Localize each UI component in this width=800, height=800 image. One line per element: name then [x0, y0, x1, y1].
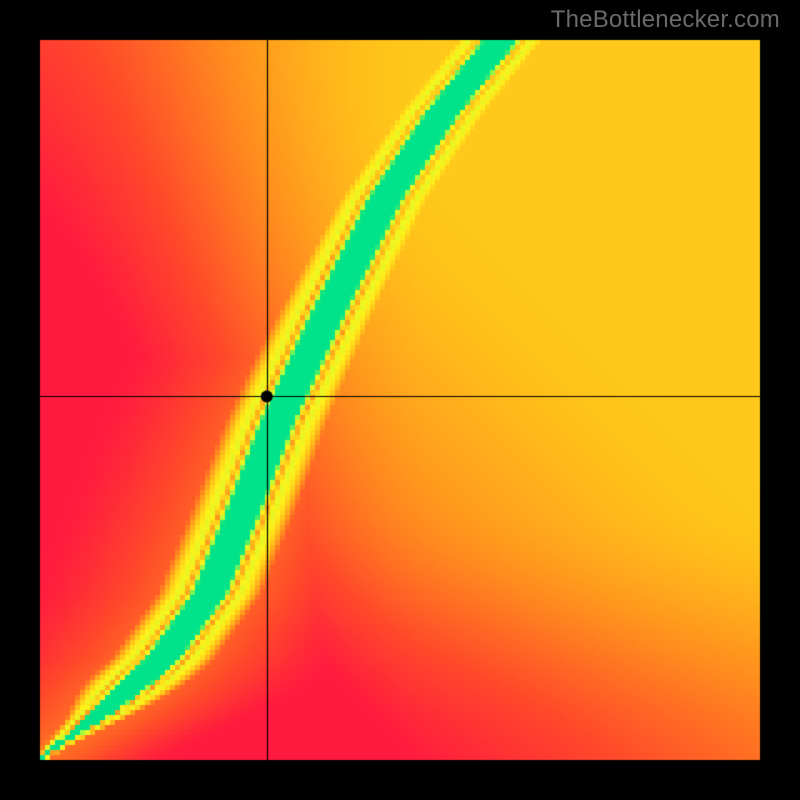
watermark-text: TheBottlenecker.com — [551, 6, 780, 34]
overlay-canvas — [0, 0, 800, 800]
chart-container: TheBottlenecker.com — [0, 0, 800, 800]
